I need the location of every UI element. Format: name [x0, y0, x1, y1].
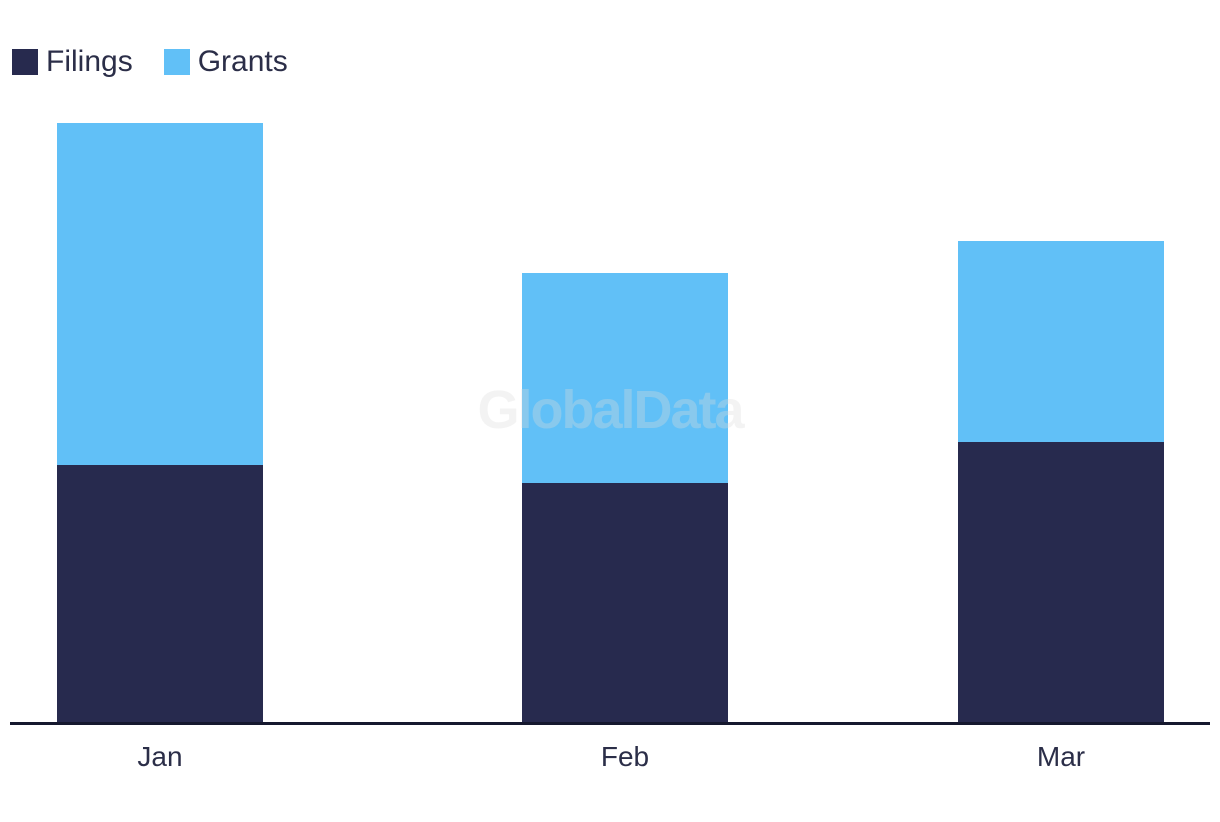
x-axis-label-jan: Jan — [137, 741, 183, 772]
bar-segment-grants-mar — [958, 241, 1164, 442]
bar-segment-filings-jan — [57, 465, 263, 722]
legend-item-grants[interactable]: Grants — [163, 45, 288, 78]
bar-segment-filings-feb — [522, 483, 728, 722]
legend: Filings Grants — [12, 47, 288, 77]
x-axis-line — [10, 722, 1210, 725]
grants-color-swatch — [163, 49, 190, 75]
legend-item-filings[interactable]: Filings — [12, 47, 133, 77]
x-axis-label-feb: Feb — [600, 741, 650, 772]
x-axis-label-mar: Mar — [1036, 741, 1086, 772]
filings-color-swatch — [12, 49, 38, 75]
bar-segment-filings-mar — [958, 442, 1164, 722]
bar-segment-grants-jan — [57, 123, 263, 465]
bar-jan: Jan — [57, 123, 263, 771]
bar-segment-grants-feb — [522, 273, 728, 483]
legend-label-filings: Filings — [46, 45, 133, 78]
bar-mar: Mar — [958, 241, 1164, 771]
legend-label-grants: Grants — [197, 45, 288, 78]
bar-feb: Feb — [522, 273, 728, 771]
